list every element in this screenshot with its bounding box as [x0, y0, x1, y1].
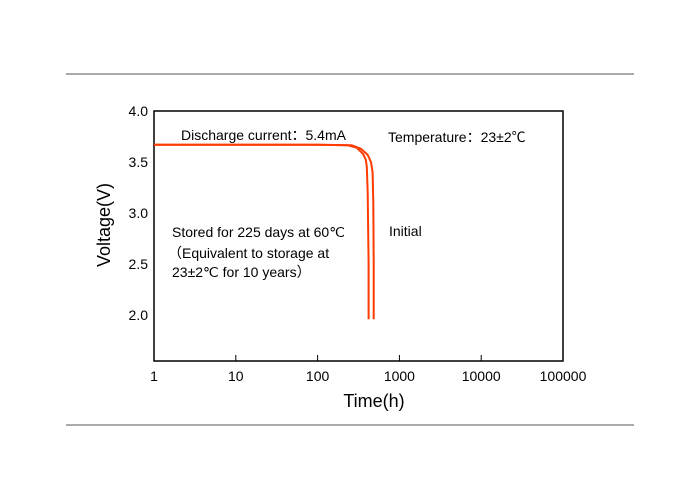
x-tick-label: 10 — [228, 368, 244, 384]
discharge-current-annotation: Discharge current：5.4mA — [181, 127, 347, 143]
y-axis-ticks: 4.0 3.5 3.0 2.5 2.0 — [129, 103, 149, 323]
x-axis-label: Time(h) — [343, 391, 404, 411]
y-tick-label: 3.5 — [129, 154, 149, 170]
y-tick-label: 3.0 — [129, 205, 149, 221]
stored-annotation-line2: （Equivalent to storage at — [168, 245, 329, 261]
initial-label: Initial — [389, 223, 422, 239]
x-tick-label: 10000 — [462, 368, 501, 384]
discharge-curve-2 — [154, 143, 375, 320]
y-tick-label: 2.0 — [129, 307, 149, 323]
plot-frame — [153, 110, 564, 362]
stored-annotation-line1: Stored for 225 days at 60℃ — [172, 224, 345, 240]
x-tick-label: 100000 — [540, 368, 587, 384]
x-tick-label: 1000 — [384, 368, 415, 384]
x-axis-ticks: 1 10 100 1000 10000 100000 — [150, 355, 587, 384]
x-tick-label: 1 — [150, 368, 158, 384]
stored-annotation-line3: 23±2℃ for 10 years） — [172, 264, 311, 280]
y-tick-label: 4.0 — [129, 103, 149, 119]
y-tick-label: 2.5 — [129, 256, 149, 272]
x-tick-label: 100 — [306, 368, 330, 384]
series-layer — [154, 143, 375, 320]
y-axis-label: Voltage(V) — [94, 183, 114, 267]
temperature-annotation: Temperature：23±2℃ — [388, 129, 526, 145]
